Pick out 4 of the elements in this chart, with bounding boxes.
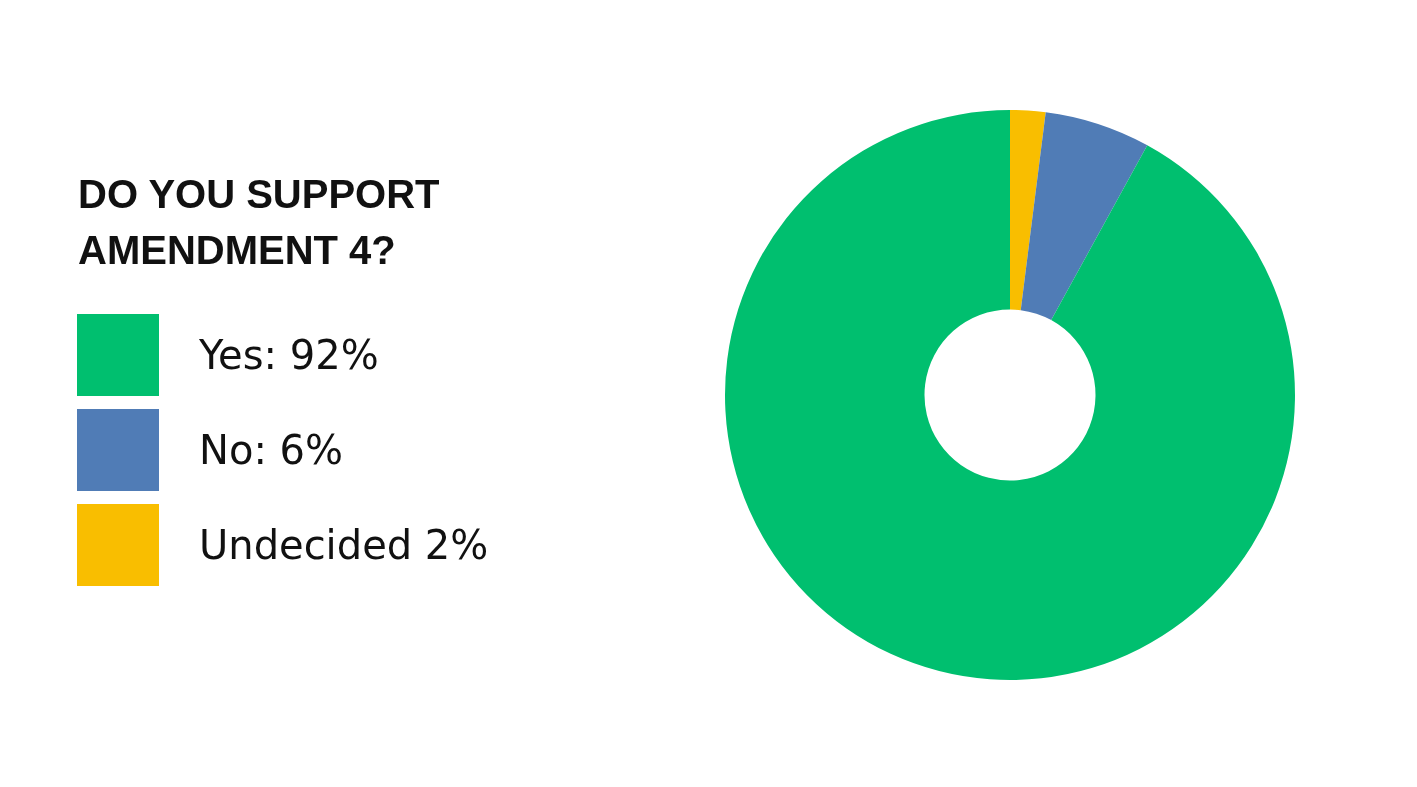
- legend-label: Undecided 2%: [199, 522, 489, 568]
- legend-label: Yes: 92%: [199, 332, 379, 378]
- legend-label: No: 6%: [199, 427, 344, 473]
- text: DO YOU SUPPORT AMENDMENT 4?: [78, 171, 441, 274]
